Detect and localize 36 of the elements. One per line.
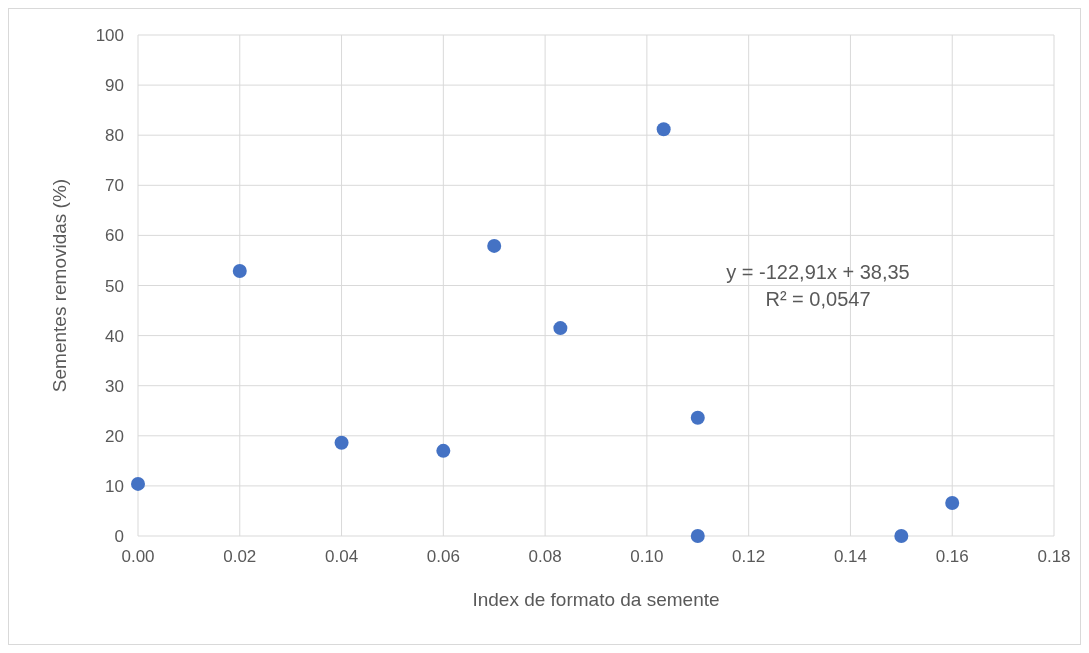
x-axis-title: Index de formato da semente [472,589,720,610]
point [894,529,909,543]
point [945,495,960,510]
y-tick-label: 100 [95,26,124,45]
x-tick-label: 0.12 [732,547,766,566]
y-tick-label: 30 [105,376,124,396]
point [487,238,502,253]
y-tick-label: 0 [114,527,124,546]
y-axis-title: Sementes removidas (%) [49,178,70,393]
x-tick-label: 0.08 [528,547,562,566]
y-tick-label: 40 [105,326,124,346]
point [436,443,451,458]
point [131,476,145,491]
y-tick-label: 20 [105,426,124,446]
x-tick-label: 0.16 [935,547,969,566]
point [690,410,705,425]
x-tick-label: 0.04 [325,547,359,566]
point [690,529,705,543]
point [232,263,247,278]
x-tick-label: 0.14 [833,547,867,566]
x-tick-label: 0.10 [630,547,664,566]
annotation: y = -122,91x + 38,35 [726,261,910,283]
x-tick-label: 0.02 [223,547,257,566]
y-tick-label: 80 [105,126,124,146]
y-tick-label: 60 [105,226,124,246]
x-tick-label: 0.18 [1037,547,1071,566]
y-tick-label: 50 [105,276,124,296]
point [334,435,349,450]
y-tick-label: 90 [105,76,124,96]
x-tick-label: 0.06 [426,547,460,566]
y-tick-label: 10 [105,476,124,496]
point [553,321,568,336]
y-tick-label: 70 [105,176,124,196]
x-tick-label: 0.00 [121,547,155,566]
point [656,122,671,137]
annotation: R² = 0,0547 [765,288,871,310]
